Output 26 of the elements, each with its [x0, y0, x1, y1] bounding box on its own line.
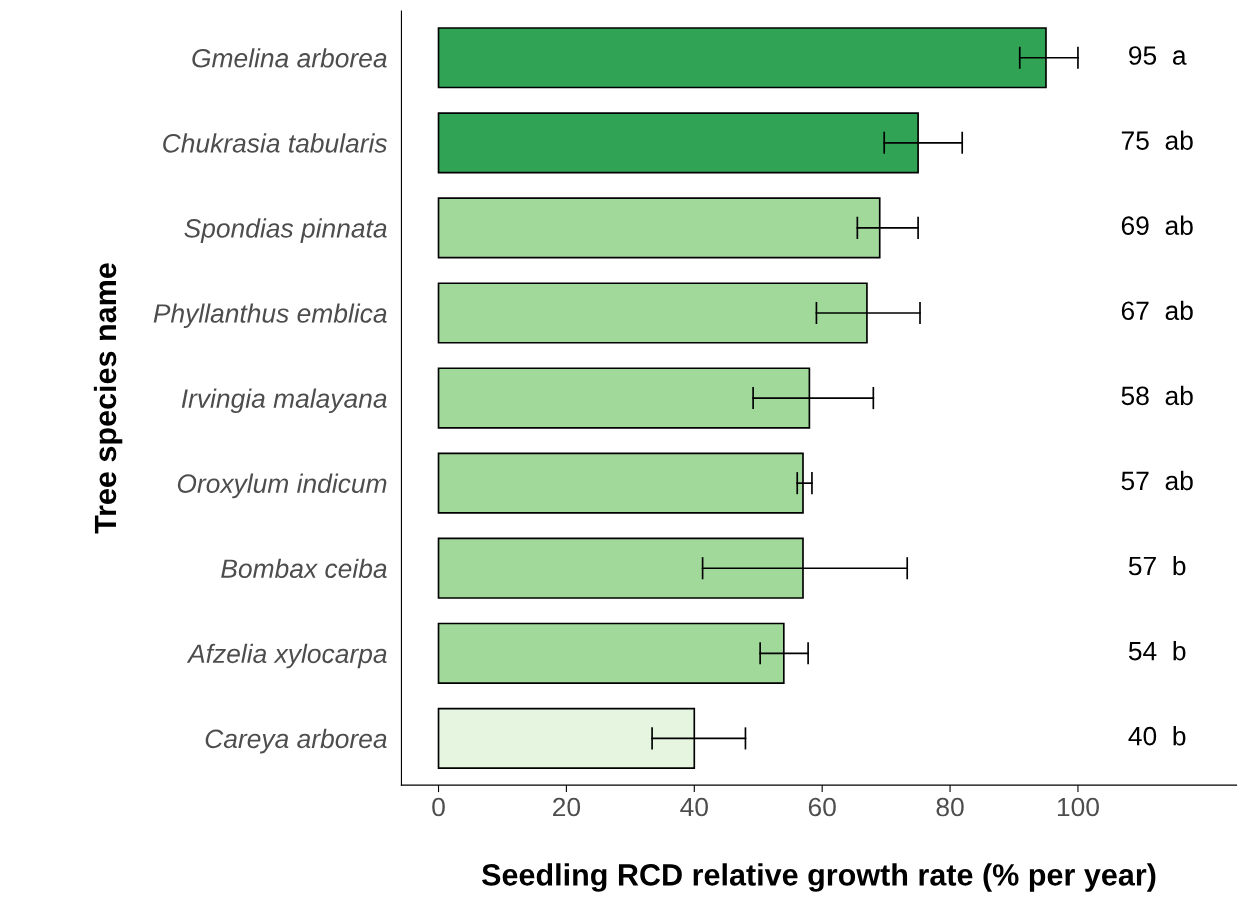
- data-label: 54 b: [1128, 641, 1186, 661]
- y-tick-label: Chukrasia tabularis: [163, 133, 388, 153]
- y-tick-label: Afzelia xylocarpa: [186, 643, 387, 669]
- x-axis-title: Seedling RCD relative growth rate (% per year): [481, 863, 1156, 892]
- x-tick-label: 100: [1057, 797, 1099, 817]
- x-tick-label: 40: [680, 797, 708, 817]
- y-tick-label: Bombax ceiba: [221, 558, 387, 579]
- data-label: 40 b: [1128, 726, 1186, 746]
- x-tick-label: 20: [553, 797, 581, 817]
- data-label: 75 ab: [1121, 130, 1193, 150]
- x-tick-label: 0: [432, 797, 445, 817]
- y-tick-label: Phyllanthus emblica: [153, 303, 387, 329]
- y-tick-label: Oroxylum indicum: [177, 473, 387, 499]
- y-tick-label: Careya arborea: [205, 728, 387, 754]
- data-label: 95 a: [1129, 46, 1187, 65]
- data-label: 69 ab: [1121, 215, 1193, 235]
- data-label: 57 ab: [1121, 470, 1193, 491]
- x-tick-label: 60: [808, 797, 836, 817]
- y-tick-label: Irvingia malayana: [181, 388, 387, 414]
- x-tick-label: 80: [936, 797, 964, 817]
- data-label: 67 ab: [1121, 300, 1193, 321]
- data-label: 57 b: [1128, 555, 1186, 576]
- y-axis-title: Tree species name: [93, 263, 123, 534]
- data-label: 58 ab: [1121, 385, 1193, 406]
- y-tick-label: Gmelina arborea: [192, 48, 387, 68]
- y-tick-label: Spondias pinnata: [184, 218, 387, 243]
